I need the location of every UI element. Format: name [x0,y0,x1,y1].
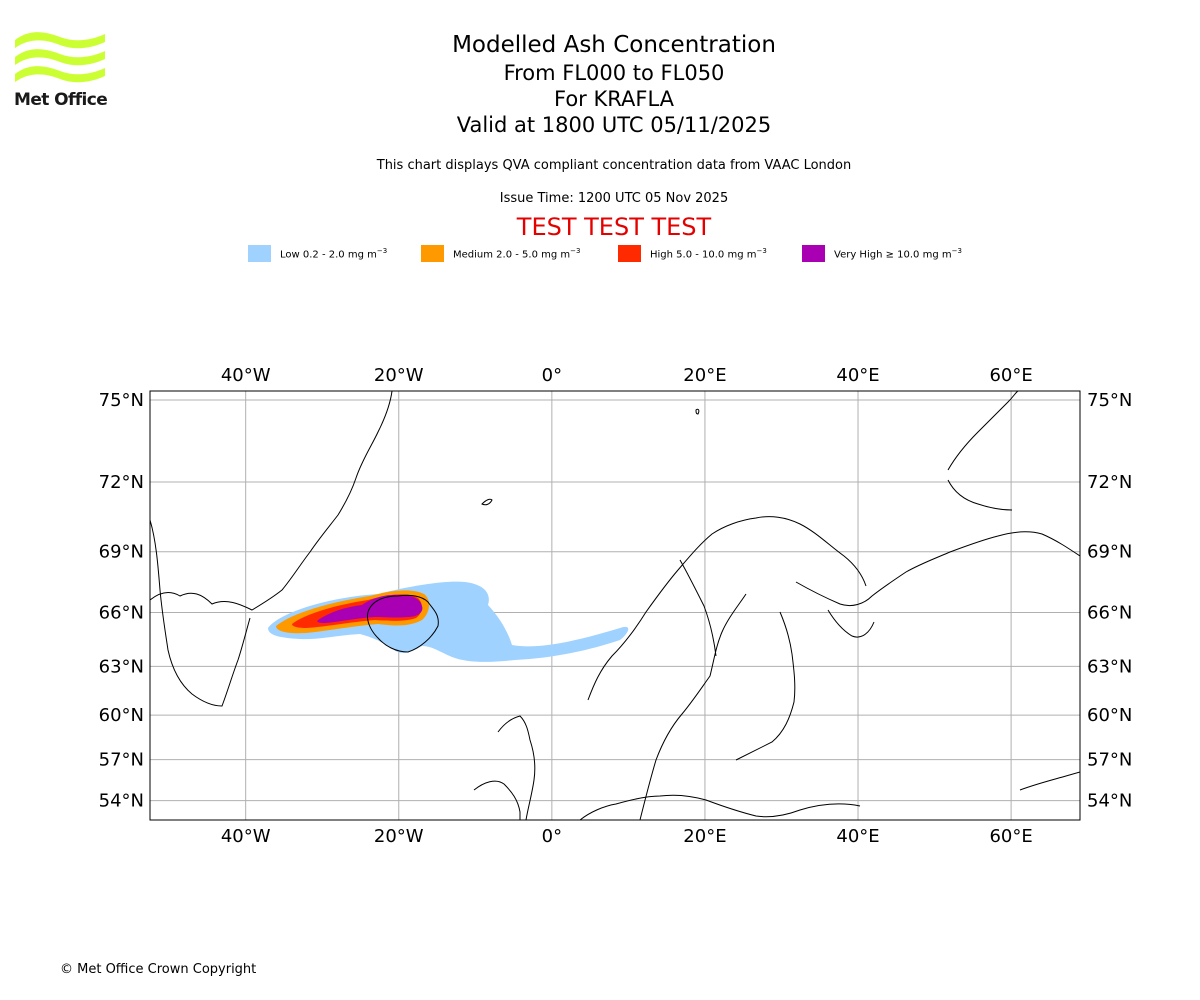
central-europe-coast [579,794,861,820]
lon-tick-label-bottom: 60°E [989,826,1032,847]
lon-tick-label-bottom: 40°W [221,826,271,847]
lon-tick-label-bottom: 20°W [374,826,424,847]
svalbard-island-coast [695,408,700,415]
legend-label-very-high: Very High ≥ 10.0 mg m−3 [834,247,962,261]
chart-titles: Modelled Ash Concentration From FL000 to… [314,30,914,138]
lat-tick-label-left: 75°N [99,390,144,411]
legend-label-low: Low 0.2 - 2.0 mg m−3 [280,247,388,261]
lon-tick-label-top: 0° [542,365,562,386]
novaya-zemlya-coast [947,391,1019,511]
met-office-logo: Met Office [14,30,108,112]
lon-tick-label-top: 20°W [374,365,424,386]
lon-tick-label-top: 40°W [221,365,271,386]
finland-coast [735,611,796,761]
lon-tick-label-top: 40°E [836,365,879,386]
kola-coast [827,609,875,638]
lat-tick-label-left: 54°N [99,791,144,812]
ash-plume [268,581,629,662]
logo-text: Met Office [14,90,108,110]
legend-swatch-high [618,245,641,262]
lon-tick-label-top: 20°E [683,365,726,386]
lat-tick-label-right: 63°N [1087,656,1132,677]
lat-tick-label-left: 66°N [99,602,144,623]
lat-tick-label-right: 60°N [1087,705,1132,726]
lat-tick-label-right: 57°N [1087,750,1132,771]
copyright: © Met Office Crown Copyright [60,962,257,977]
greenland-west-coast [150,519,251,707]
map-background [150,391,1080,820]
chart-title: Modelled Ash Concentration [452,32,776,58]
lon-tick-label-top: 60°E [989,365,1032,386]
lat-tick-label-left: 60°N [99,705,144,726]
met-office-waves-icon [15,32,105,83]
flight-levels: From FL000 to FL050 [503,61,725,85]
lat-tick-label-right: 54°N [1087,791,1132,812]
lat-tick-label-right: 66°N [1087,602,1132,623]
map-frame [149,390,1081,821]
iceland-coast [367,594,439,653]
coastlines [150,391,1080,820]
jan-mayen-coast [481,498,493,506]
lon-tick-label-bottom: 40°E [836,826,879,847]
baltic-coast [639,593,747,820]
russia-north-coast [795,531,1080,607]
volcano-name: For KRAFLA [554,87,674,111]
lat-tick-label-left: 72°N [99,472,144,493]
test-banner: TEST TEST TEST [516,213,712,241]
chart-description: This chart displays QVA compliant concen… [376,158,852,173]
legend-swatch-medium [421,245,444,262]
legend-swatch-low [248,245,271,262]
lat-tick-label-left: 63°N [99,656,144,677]
lon-tick-label-bottom: 20°E [683,826,726,847]
legend-label-medium: Medium 2.0 - 5.0 mg m−3 [453,247,581,261]
map-gridlines [150,391,1080,820]
uk-coast [473,780,521,820]
lat-tick-label-left: 69°N [99,542,144,563]
legend-label-high: High 5.0 - 10.0 mg m−3 [650,247,767,261]
lon-tick-label-bottom: 0° [542,826,562,847]
lat-tick-label-left: 57°N [99,750,144,771]
norway-east-border [679,559,717,657]
issue-time: Issue Time: 1200 UTC 05 Nov 2025 [499,191,729,206]
lat-tick-label-right: 75°N [1087,390,1132,411]
valid-time: Valid at 1800 UTC 05/11/2025 [456,113,772,137]
scotland-coast [497,715,536,820]
concentration-legend: Low 0.2 - 2.0 mg m−3 Medium 2.0 - 5.0 mg… [248,244,1008,264]
greenland-coast [150,391,393,611]
map-tick-labels: 40°W 40°W 20°W 20°W 0° 0° 20°E 20°E 40°E 40°E 60°E… [99,365,1133,847]
lat-tick-label-right: 72°N [1087,472,1132,493]
legend-swatch-very-high [802,245,825,262]
lat-tick-label-right: 69°N [1087,542,1132,563]
northern-russia-coast [1019,771,1080,791]
norway-coast [587,516,867,701]
